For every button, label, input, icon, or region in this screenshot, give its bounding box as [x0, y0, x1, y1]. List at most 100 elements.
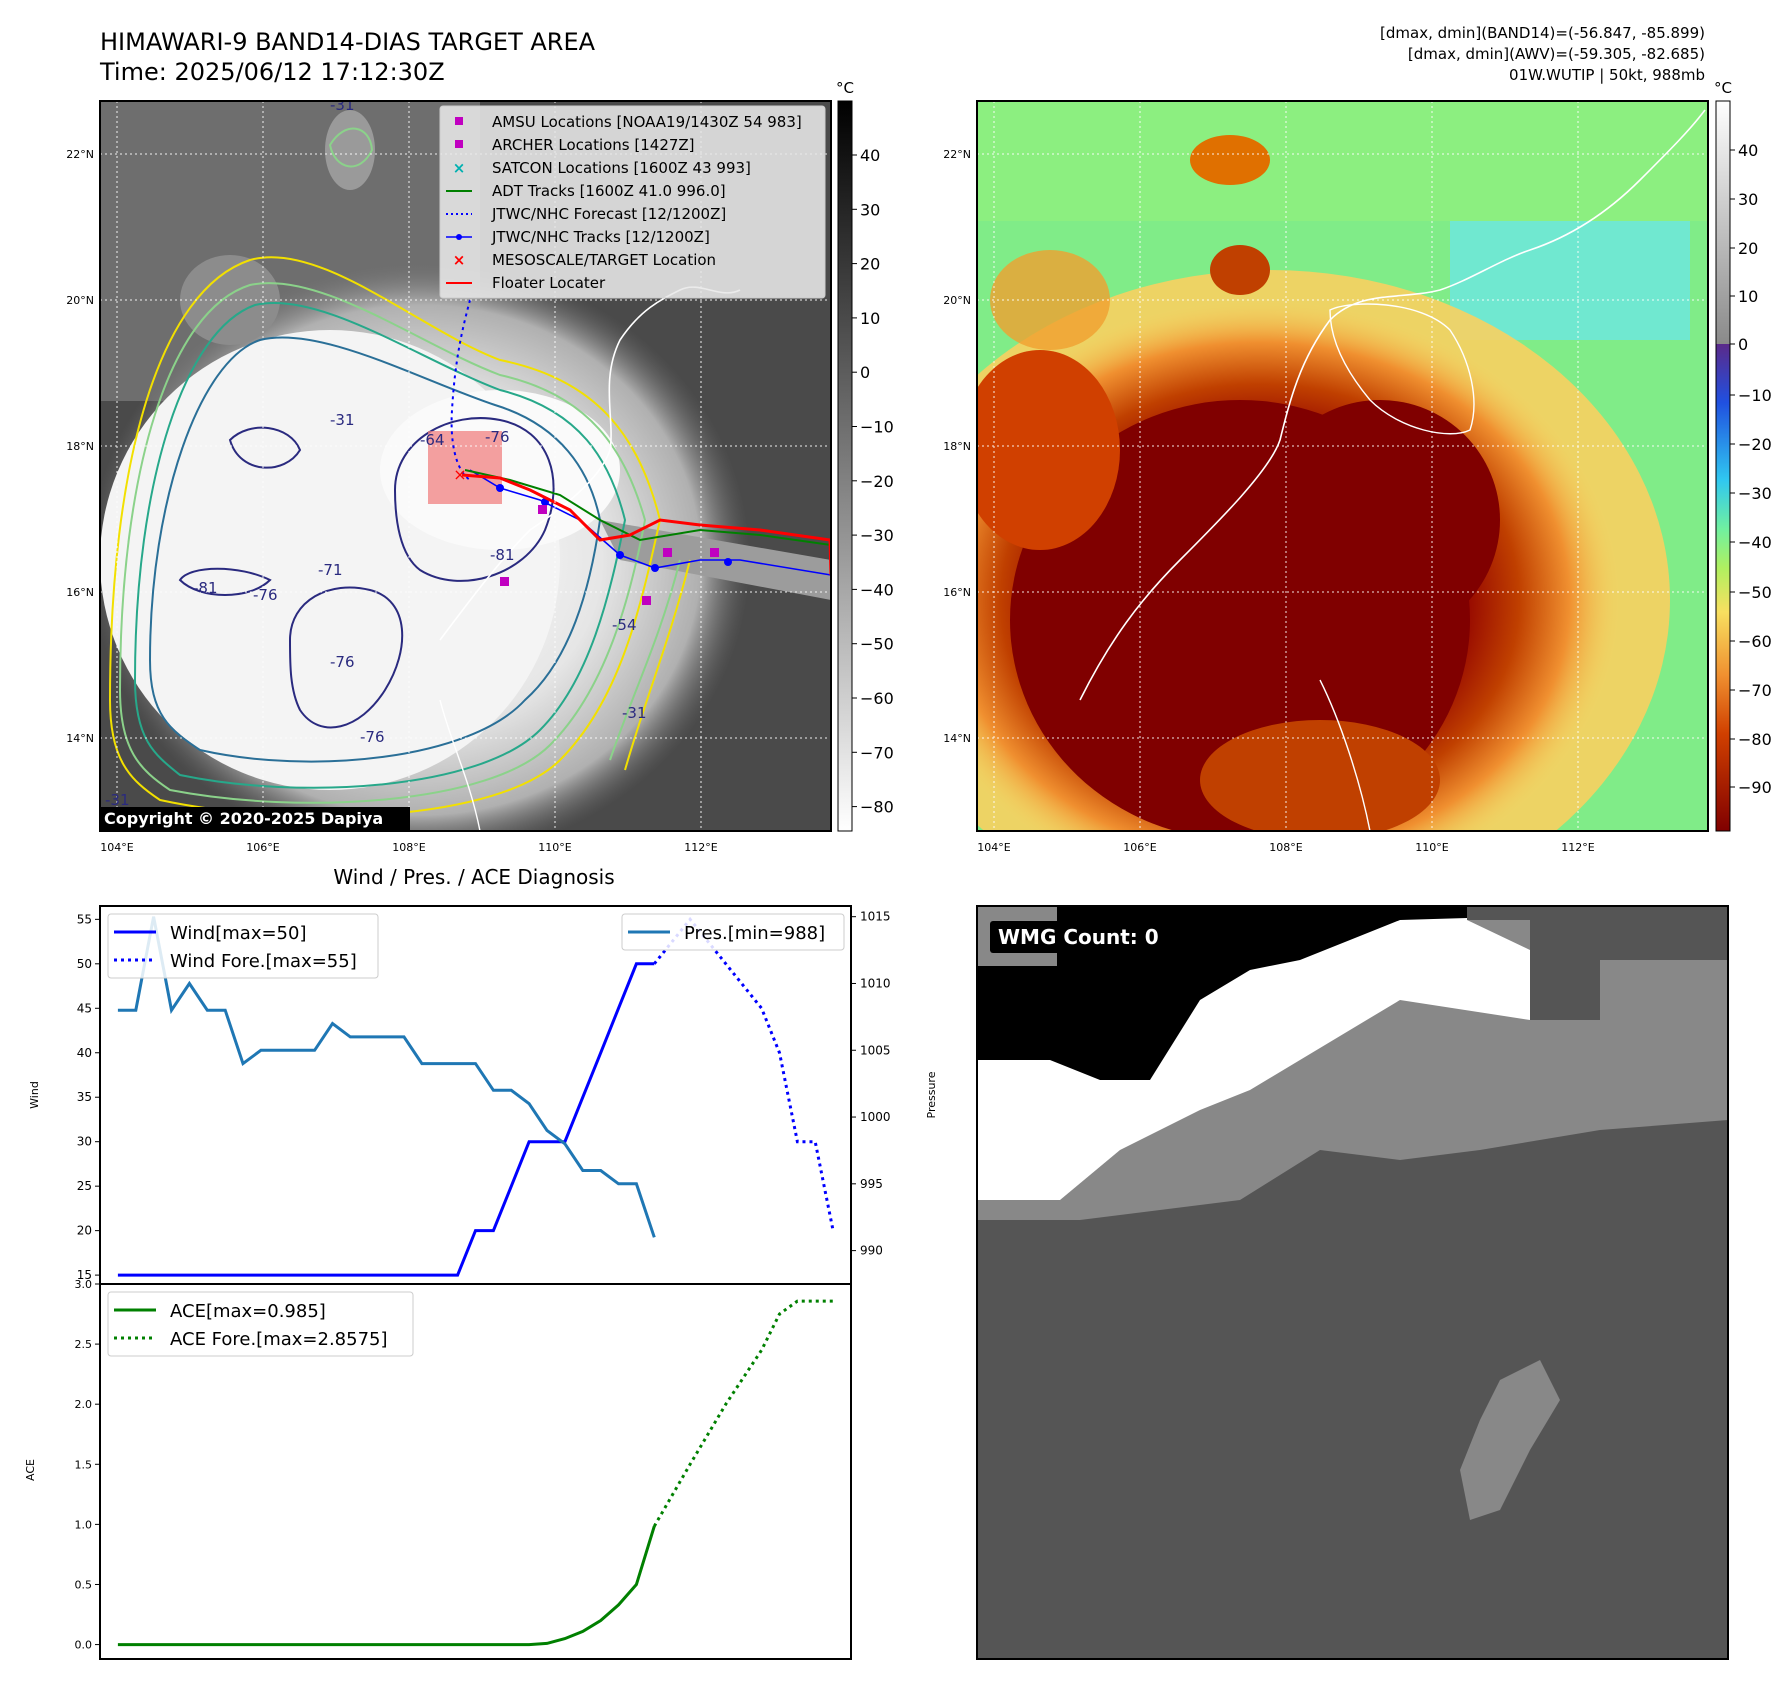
ir-colorbar-ticks: 40 30 20 10 0 −10 −20 −30 −40 −50 −60 −70 −80 [852, 146, 894, 817]
legend-label: JTWC/NHC Forecast [12/1200Z] [491, 205, 726, 223]
wind-line [117, 962, 655, 1277]
ace-axis-label: ACE [24, 1459, 37, 1481]
legend-label: AMSU Locations [NOAA19/1430Z 54 983] [492, 113, 802, 131]
wind-axis-label: Wind [28, 1081, 41, 1109]
ir-lon-ticks: 104°E 106°E 108°E 110°E 112°E [100, 841, 717, 854]
lon-tick-label: 104°E [977, 841, 1010, 854]
wmg-frame [976, 905, 1729, 1660]
y2-tick-label: 995 [860, 1177, 883, 1191]
y-tick-label: 50 [77, 957, 92, 971]
legend-label: SATCON Locations [1600Z 43 993] [492, 159, 751, 177]
colorbar-tick-label: −40 [860, 580, 894, 599]
colorbar-tick-label: 40 [1738, 141, 1758, 160]
lat-tick-label: 22°N [943, 148, 971, 161]
legend-marker [455, 140, 463, 148]
contour-label: -76 [330, 653, 355, 671]
contour-label: -71 [318, 561, 343, 579]
lon-tick-label: 110°E [1415, 841, 1448, 854]
awv-colorbar-frame [1715, 100, 1731, 832]
awv-colorbar-bottom [1716, 344, 1730, 831]
wmg-count-label: WMG Count: 0 [998, 925, 1159, 949]
colorbar-tick-label: −70 [1738, 681, 1772, 700]
legend-item: ARCHER Locations [1427Z] [455, 136, 695, 154]
y-tick-label: 3.0 [75, 1278, 93, 1291]
colorbar-tick-label: 10 [1738, 287, 1758, 306]
legend-item: ADT Tracks [1600Z 41.0 996.0] [446, 182, 726, 200]
y2-tick-label: 1005 [860, 1043, 891, 1057]
copyright-text: Copyright © 2020-2025 Dapiya [104, 809, 383, 828]
contour-label-group: -31 -31 -64 -76 -81 -81 -76 -71 -76 -76 … [105, 101, 647, 809]
lon-tick-label: 108°E [1269, 841, 1302, 854]
y-tick-label: 20 [77, 1224, 92, 1238]
y-tick-label: 55 [77, 912, 92, 926]
lat-tick-label: 18°N [943, 440, 971, 453]
colorbar-tick-label: 0 [860, 363, 870, 382]
colorbar-tick-label: 30 [1738, 190, 1758, 209]
legend-label: ADT Tracks [1600Z 41.0 996.0] [492, 182, 726, 200]
y-tick-label: 45 [77, 1001, 92, 1015]
colorbar-tick-label: −40 [1738, 533, 1772, 552]
lat-tick-label: 16°N [66, 586, 94, 599]
awv-lon-ticks: 104°E 106°E 108°E 110°E 112°E [977, 841, 1594, 854]
colorbar-tick-label: −90 [1738, 778, 1772, 797]
lon-tick-label: 110°E [538, 841, 571, 854]
legend-item: JTWC/NHC Tracks [12/1200Z] [446, 228, 710, 246]
awv-lat-ticks: 22°N 20°N 18°N 16°N 14°N [943, 148, 971, 745]
lat-tick-label: 16°N [943, 586, 971, 599]
ir-colorbar [837, 100, 853, 832]
ir-map-frame [99, 100, 832, 832]
contour-label: -31 [105, 791, 130, 809]
y-tick-label: 1.5 [75, 1458, 93, 1471]
pressure-axis-label: Pressure [925, 1071, 938, 1118]
legend-label: JTWC/NHC Tracks [12/1200Z] [491, 228, 710, 246]
legend-label-pressure: Pres.[min=988] [684, 923, 825, 944]
svg-text:×: × [453, 465, 466, 484]
lat-tick-label: 20°N [66, 294, 94, 307]
lat-tick-label: 14°N [943, 732, 971, 745]
contour-label: -76 [485, 428, 510, 446]
lon-tick-label: 106°E [1123, 841, 1156, 854]
ir-colorbar-unit: °C [836, 79, 854, 97]
legend-marker [455, 117, 463, 125]
legend-label: Floater Locater [492, 274, 606, 292]
colorbar-tick-label: −20 [1738, 435, 1772, 454]
awv-map-panel: 104°E 106°E 108°E 110°E 112°E 22°N 20°N … [943, 79, 1772, 854]
diagnosis-chart-panel: Wind / Pres. / ACE Diagnosis Wind Pressu… [24, 865, 938, 1660]
awv-colorbar-top [1716, 101, 1730, 344]
colorbar-tick-label: −60 [860, 689, 894, 708]
stat-awv: [dmax, dmin](AWV)=(-59.305, -82.685) [1408, 45, 1705, 63]
contour-label: -81 [193, 579, 218, 597]
legend-label: ARCHER Locations [1427Z] [492, 136, 695, 154]
figure-time: Time: 2025/06/12 17:12:30Z [99, 58, 445, 86]
colorbar-tick-label: −30 [1738, 484, 1772, 503]
y-tick-label: 0.0 [75, 1639, 93, 1652]
legend-item: × MESOSCALE/TARGET Location [453, 251, 716, 269]
y-tick-label: 35 [77, 1090, 92, 1104]
legend-item: Floater Locater [446, 274, 606, 292]
lon-tick-label: 112°E [684, 841, 717, 854]
contour-label: -64 [420, 431, 445, 449]
colorbar-tick-label: 40 [860, 146, 880, 165]
colorbar-tick-label: −50 [1738, 583, 1772, 602]
colorbar-tick-label: 20 [860, 255, 880, 274]
legend-marker: × [453, 251, 466, 269]
wind-y-ticks: 15 20 25 30 35 40 45 50 55 [77, 912, 100, 1282]
figure-title: HIMAWARI-9 BAND14-DIAS TARGET AREA [100, 28, 596, 56]
legend-marker: × [453, 159, 466, 177]
ace-line [117, 1525, 656, 1647]
ir-lat-ticks: 22°N 20°N 18°N 16°N 14°N [66, 148, 94, 745]
colorbar-tick-label: −70 [860, 743, 894, 762]
chart-title: Wind / Pres. / ACE Diagnosis [333, 865, 614, 889]
legend-label-wind: Wind[max=50] [170, 923, 307, 944]
colorbar-tick-label: −20 [860, 472, 894, 491]
y-tick-label: 2.5 [75, 1338, 93, 1351]
legend-label-ace-forecast: ACE Fore.[max=2.8575] [170, 1329, 388, 1350]
colorbar-tick-label: 30 [860, 200, 880, 219]
colorbar-tick-label: −30 [860, 526, 894, 545]
contour-label: -76 [253, 586, 278, 604]
y2-tick-label: 1000 [860, 1110, 891, 1124]
colorbar-tick-label: −50 [860, 635, 894, 654]
awv-colorbar-unit: °C [1714, 79, 1732, 97]
awv-map-frame [976, 100, 1709, 832]
